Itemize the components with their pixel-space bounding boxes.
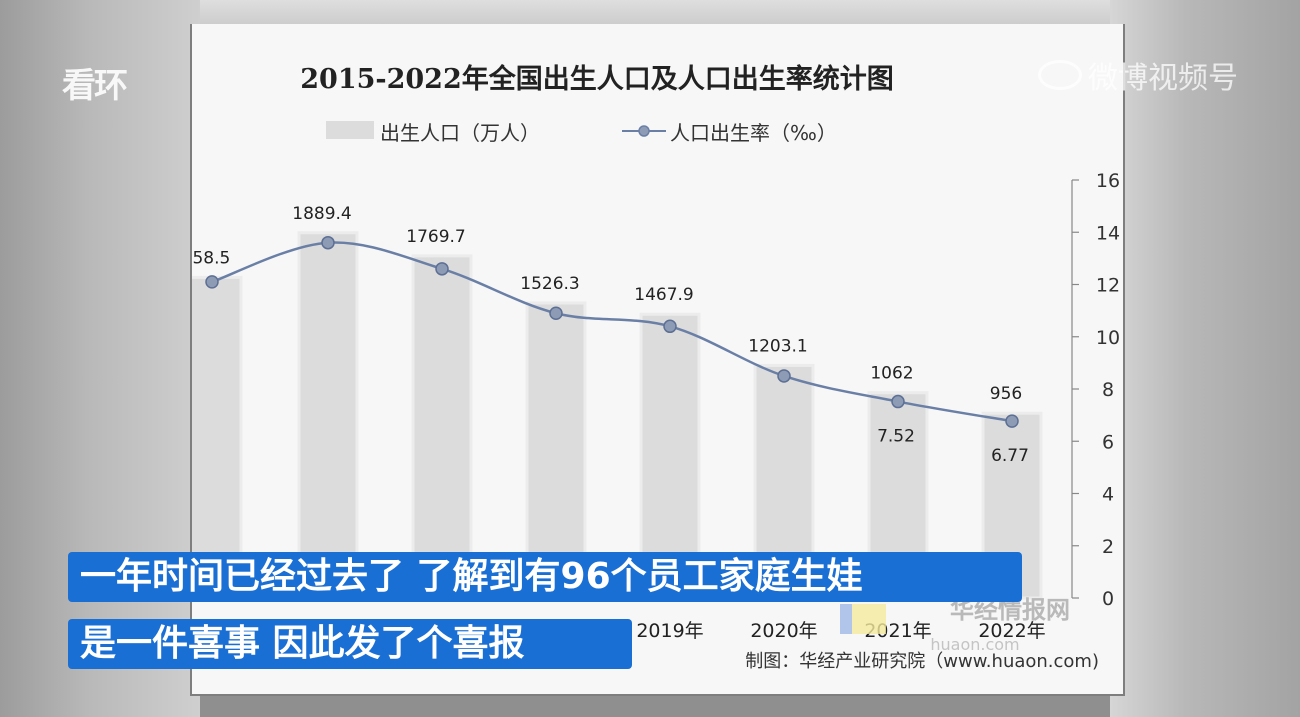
plot-area: 658.5 1889.4 1769.7 1526.3 1467.9 1203.1 1062 9… bbox=[182, 204, 1043, 600]
source-note: 制图：华经产业研究院（www.huaon.com) bbox=[745, 651, 1099, 672]
rate-label-2021年: 7.52 bbox=[877, 427, 915, 447]
bar-2017年 bbox=[411, 254, 473, 600]
site-watermark-url: huaon.com bbox=[930, 635, 1019, 654]
legend: 出生人口（万人） 人口出生率（‰） bbox=[326, 121, 837, 145]
channel-logo: 看环 bbox=[62, 66, 128, 106]
bar-label-2019年: 1467.9 bbox=[634, 285, 693, 305]
x-tick-2022年: 2022年 bbox=[978, 620, 1045, 642]
right-axis-label-0: 0 bbox=[1102, 588, 1114, 610]
bar-label-2016年: 1889.4 bbox=[292, 204, 351, 224]
subtitle-line-2: 是一件喜事 因此发了个喜报 bbox=[68, 619, 632, 669]
bar-2016年 bbox=[297, 231, 359, 600]
bar-label-2022年: 956 bbox=[990, 384, 1022, 404]
right-axis-label-6: 6 bbox=[1102, 431, 1114, 453]
rate-label-2022年: 6.77 bbox=[991, 446, 1029, 466]
rate-point-2016年 bbox=[321, 235, 335, 250]
rate-point-2017年 bbox=[435, 262, 449, 276]
legend-bar-swatch bbox=[326, 121, 374, 139]
x-tick-2020年: 2020年 bbox=[750, 620, 817, 642]
right-axis-label-10: 10 bbox=[1096, 327, 1120, 349]
bar-label-2017年: 1769.7 bbox=[406, 227, 465, 247]
legend-line-label: 人口出生率（‰） bbox=[670, 121, 837, 145]
decor-blue-block bbox=[840, 604, 852, 634]
rate-point-2018年 bbox=[549, 306, 563, 320]
right-axis-label-12: 12 bbox=[1096, 275, 1120, 297]
rate-point-2022年 bbox=[1005, 414, 1019, 428]
rate-point-2020年 bbox=[777, 369, 791, 383]
rate-point-2019年 bbox=[663, 319, 677, 334]
right-axis-label-2: 2 bbox=[1102, 536, 1114, 558]
bar-label-2020年: 1203.1 bbox=[748, 336, 807, 356]
chart-title: 2015-2022年全国出生人口及人口出生率统计图 bbox=[300, 63, 894, 95]
weibo-icon bbox=[1038, 60, 1082, 90]
right-axis-label-4: 4 bbox=[1102, 484, 1114, 506]
right-axis-label-8: 8 bbox=[1102, 379, 1114, 401]
birth-rate-line bbox=[211, 241, 1013, 423]
rate-point-2015年 bbox=[205, 275, 219, 289]
subtitle-line-1: 一年时间已经过去了 了解到有96个员工家庭生娃 bbox=[68, 552, 1022, 602]
rate-point-2021年 bbox=[891, 394, 905, 409]
bar-label-2021年: 1062 bbox=[870, 364, 913, 384]
background-right bbox=[1110, 0, 1300, 717]
bar-label-2015年: 658.5 bbox=[182, 248, 231, 268]
bar-2015年 bbox=[192, 275, 243, 600]
legend-bar-label: 出生人口（万人） bbox=[380, 121, 540, 145]
legend-line-marker bbox=[638, 125, 650, 137]
bar-label-2018年: 1526.3 bbox=[520, 274, 579, 294]
right-axis-label-14: 14 bbox=[1096, 222, 1120, 244]
weibo-watermark: 微博视频号 bbox=[1038, 50, 1238, 100]
bar-2019年 bbox=[639, 312, 701, 600]
right-axis-label-16: 16 bbox=[1096, 170, 1120, 192]
decor-yellow-block bbox=[852, 604, 886, 634]
x-tick-2019年: 2019年 bbox=[636, 620, 703, 642]
weibo-watermark-text: 微博视频号 bbox=[1088, 61, 1238, 96]
